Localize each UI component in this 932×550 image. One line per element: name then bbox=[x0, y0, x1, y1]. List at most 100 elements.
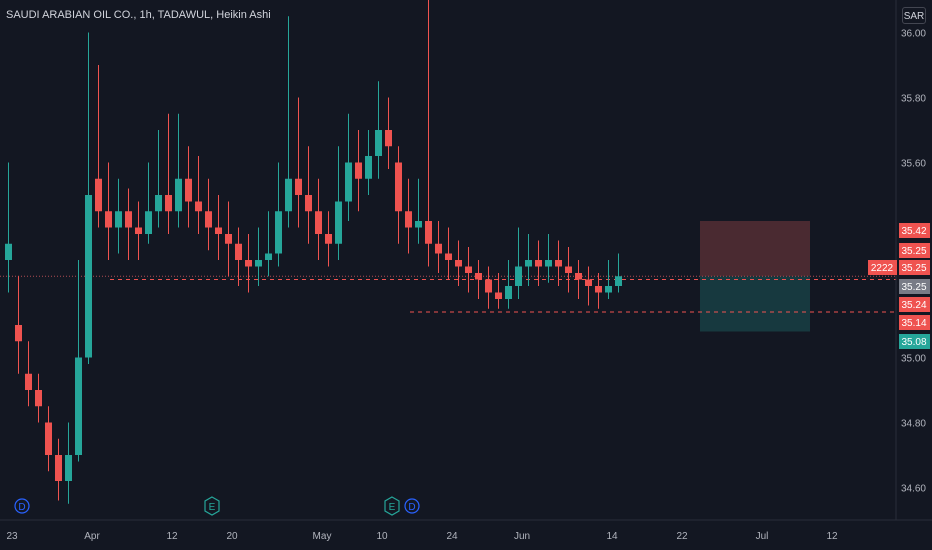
price-label-box bbox=[899, 243, 930, 258]
y-tick-label: 35.60 bbox=[901, 159, 926, 170]
candle-body bbox=[115, 211, 122, 228]
candle-body bbox=[205, 211, 212, 228]
candle-body bbox=[455, 260, 462, 267]
price-label-text: 35.25 bbox=[901, 282, 926, 293]
candle-body bbox=[65, 455, 72, 481]
earnings-marker-icon[interactable] bbox=[204, 496, 220, 516]
candle-body bbox=[275, 211, 282, 254]
candle-body bbox=[585, 279, 592, 286]
candle-body bbox=[55, 455, 62, 481]
price-label-box bbox=[899, 223, 930, 238]
symbol-title: SAUDI ARABIAN OIL CO., 1h, TADAWUL, Heik… bbox=[6, 9, 271, 21]
candle-body bbox=[355, 162, 362, 179]
candle-body bbox=[15, 325, 22, 342]
marker-letter: D bbox=[18, 502, 25, 513]
y-tick-label: 35.80 bbox=[901, 94, 926, 105]
earnings-marker-icon[interactable] bbox=[384, 496, 400, 516]
price-label-box bbox=[899, 260, 930, 275]
candle-body bbox=[235, 243, 242, 260]
marker-letter: D bbox=[408, 502, 415, 513]
candle-body bbox=[25, 373, 32, 390]
price-label-box bbox=[899, 297, 930, 312]
marker-letter: E bbox=[209, 502, 216, 513]
price-label-box bbox=[899, 279, 930, 294]
price-label-text: 35.25 bbox=[901, 246, 926, 257]
price-label-text: 35.14 bbox=[901, 318, 926, 329]
candle-body bbox=[225, 234, 232, 244]
y-tick-label: 36.00 bbox=[901, 29, 926, 40]
currency-button[interactable]: SAR bbox=[902, 7, 926, 24]
x-tick-label: 24 bbox=[446, 531, 458, 542]
candle-body bbox=[465, 266, 472, 273]
candle-body bbox=[165, 195, 172, 212]
candle-body bbox=[485, 279, 492, 293]
candle-body bbox=[345, 162, 352, 202]
price-label-text: 35.42 bbox=[901, 226, 926, 237]
x-tick-label: 12 bbox=[166, 531, 178, 542]
candle-body bbox=[175, 178, 182, 212]
candle-body bbox=[475, 273, 482, 280]
candle-body bbox=[285, 178, 292, 212]
candle-body bbox=[525, 260, 532, 267]
x-tick-label: 12 bbox=[826, 531, 838, 542]
candle-body bbox=[315, 211, 322, 234]
candle-body bbox=[405, 211, 412, 228]
candle-body bbox=[155, 195, 162, 212]
x-tick-label: 10 bbox=[376, 531, 388, 542]
candle-body bbox=[505, 286, 512, 299]
x-tick-label: 23 bbox=[6, 531, 18, 542]
price-label-text: 35.24 bbox=[901, 300, 926, 311]
price-label-text: 35.25 bbox=[901, 263, 926, 274]
candle-body bbox=[265, 253, 272, 260]
symbol-tag-text: 2222 bbox=[871, 263, 894, 274]
candle-body bbox=[605, 286, 612, 293]
candle-body bbox=[105, 211, 112, 228]
x-tick-label: 22 bbox=[676, 531, 688, 542]
x-tick-label: 20 bbox=[226, 531, 238, 542]
dividend-marker-icon[interactable] bbox=[404, 498, 420, 514]
candle-body bbox=[125, 211, 132, 228]
candle-body bbox=[495, 292, 502, 299]
symbol-tag-box bbox=[868, 260, 897, 275]
candle-body bbox=[395, 162, 402, 212]
y-tick-label: 34.60 bbox=[901, 484, 926, 495]
candle-body bbox=[515, 266, 522, 286]
candle-body bbox=[85, 195, 92, 358]
candle-body bbox=[5, 243, 12, 260]
candle-body bbox=[75, 357, 82, 455]
candle-body bbox=[245, 260, 252, 267]
candle-body bbox=[145, 211, 152, 234]
price-label-box bbox=[899, 315, 930, 330]
candle-body bbox=[545, 260, 552, 267]
x-tick-label: Apr bbox=[84, 531, 100, 542]
candle-body bbox=[325, 234, 332, 244]
candle-body bbox=[295, 178, 302, 195]
risk-zone[interactable] bbox=[700, 221, 810, 277]
dividend-marker-icon[interactable] bbox=[14, 498, 30, 514]
candle-body bbox=[35, 390, 42, 407]
candle-body bbox=[135, 227, 142, 234]
candle-body bbox=[445, 253, 452, 260]
marker-letter: E bbox=[389, 502, 396, 513]
price-label-text: 35.08 bbox=[901, 337, 926, 348]
candle-body bbox=[575, 273, 582, 280]
candle-body bbox=[415, 221, 422, 228]
y-tick-label: 35.00 bbox=[901, 354, 926, 365]
candle-body bbox=[385, 130, 392, 147]
x-tick-label: Jun bbox=[514, 531, 530, 542]
x-tick-label: May bbox=[313, 531, 332, 542]
candle-body bbox=[365, 156, 372, 179]
y-tick-label: 34.80 bbox=[901, 419, 926, 430]
candle-body bbox=[335, 201, 342, 244]
x-tick-label: 14 bbox=[606, 531, 618, 542]
price-label-box bbox=[899, 334, 930, 349]
candle-body bbox=[195, 201, 202, 212]
candle-body bbox=[595, 286, 602, 293]
candle-body bbox=[305, 195, 312, 212]
candle-body bbox=[185, 178, 192, 202]
candle-body bbox=[425, 221, 432, 244]
x-tick-label: Jul bbox=[756, 531, 769, 542]
candle-body bbox=[375, 130, 382, 156]
reward-zone[interactable] bbox=[700, 276, 810, 332]
